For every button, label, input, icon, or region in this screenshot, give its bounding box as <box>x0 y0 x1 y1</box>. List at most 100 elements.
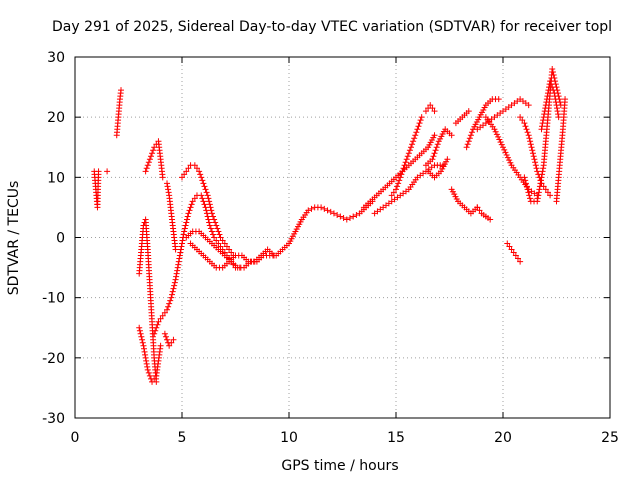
y-tick-label: 20 <box>47 110 65 126</box>
data-point <box>555 111 562 118</box>
data-point <box>157 342 164 349</box>
data-point <box>526 135 533 142</box>
data-point <box>538 174 545 181</box>
data-point <box>539 123 546 130</box>
data-point <box>172 246 179 253</box>
data-point <box>211 216 218 223</box>
data-point <box>204 213 211 220</box>
data-point <box>549 66 556 73</box>
data-point <box>207 225 214 232</box>
data-point <box>180 231 187 238</box>
data-point <box>510 249 517 256</box>
data-point <box>308 205 315 212</box>
data-point <box>537 180 544 187</box>
data-point <box>448 132 455 139</box>
data-point <box>161 309 168 316</box>
data-point <box>144 363 151 370</box>
y-tick-label: -10 <box>42 291 65 307</box>
data-point <box>538 126 545 133</box>
x-tick-label: 15 <box>387 430 405 446</box>
data-point <box>532 159 539 166</box>
data-point <box>321 205 328 212</box>
data-point <box>353 211 360 218</box>
data-point <box>164 183 171 190</box>
data-point <box>525 189 532 196</box>
data-point <box>183 168 190 175</box>
data-point <box>405 150 412 157</box>
data-point <box>143 165 150 172</box>
data-point <box>151 330 158 337</box>
y-tick-label: 10 <box>47 170 65 186</box>
data-point <box>140 342 147 349</box>
data-point <box>215 240 222 247</box>
data-point <box>215 228 222 235</box>
data-point <box>340 214 347 221</box>
data-point <box>168 339 175 346</box>
data-point <box>343 216 350 223</box>
data-point <box>534 198 541 205</box>
data-point <box>549 69 556 76</box>
data-point <box>221 240 228 247</box>
data-point <box>206 201 213 208</box>
data-point <box>552 99 559 106</box>
x-tick-label: 5 <box>178 430 187 446</box>
data-point <box>550 72 557 79</box>
data-point <box>550 87 557 94</box>
data-point <box>165 189 172 196</box>
data-point <box>495 96 502 103</box>
data-point <box>496 136 503 143</box>
data-point <box>397 174 404 181</box>
data-point <box>395 180 402 187</box>
y-tick-labels: -30 -20 -10 0 10 20 30 <box>42 50 65 427</box>
data-point <box>551 93 558 100</box>
data-point <box>552 96 559 103</box>
data-point <box>497 139 504 146</box>
data-point <box>521 120 528 127</box>
data-point <box>206 222 213 229</box>
data-point <box>474 204 481 211</box>
data-point <box>138 333 145 340</box>
data-point <box>539 171 546 178</box>
data-point <box>414 126 421 133</box>
data-point <box>524 129 531 136</box>
data-point <box>507 159 514 166</box>
data-point <box>191 162 198 169</box>
data-point <box>157 315 164 322</box>
data-point <box>401 162 408 169</box>
data-point <box>517 258 524 265</box>
data-point <box>527 195 534 202</box>
data-point <box>400 165 407 172</box>
data-point <box>403 156 410 163</box>
data-point <box>517 114 524 121</box>
data-point <box>503 151 510 158</box>
data-point <box>544 189 551 196</box>
data-point <box>183 216 190 223</box>
data-point <box>407 144 414 151</box>
data-point <box>145 369 152 376</box>
data-point <box>207 204 214 211</box>
data-point <box>531 156 538 163</box>
data-point <box>532 162 539 169</box>
data-point <box>324 207 331 214</box>
data-point <box>143 360 150 367</box>
data-point <box>544 90 551 97</box>
data-point <box>217 234 224 241</box>
x-axis-label: GPS time / hours <box>281 458 398 474</box>
data-point <box>547 78 554 85</box>
data-point <box>555 114 562 121</box>
data-point <box>212 219 219 226</box>
data-point <box>504 240 511 247</box>
data-point <box>417 117 424 124</box>
data-point <box>327 208 334 215</box>
y-tick-label: 30 <box>47 50 65 66</box>
data-point <box>540 117 547 124</box>
data-point <box>542 186 549 193</box>
data-point <box>466 135 473 142</box>
data-point <box>169 288 176 295</box>
data-point <box>185 165 192 172</box>
data-point <box>182 222 189 229</box>
data-point <box>171 279 178 286</box>
data-point <box>95 168 102 175</box>
data-point <box>554 108 561 115</box>
